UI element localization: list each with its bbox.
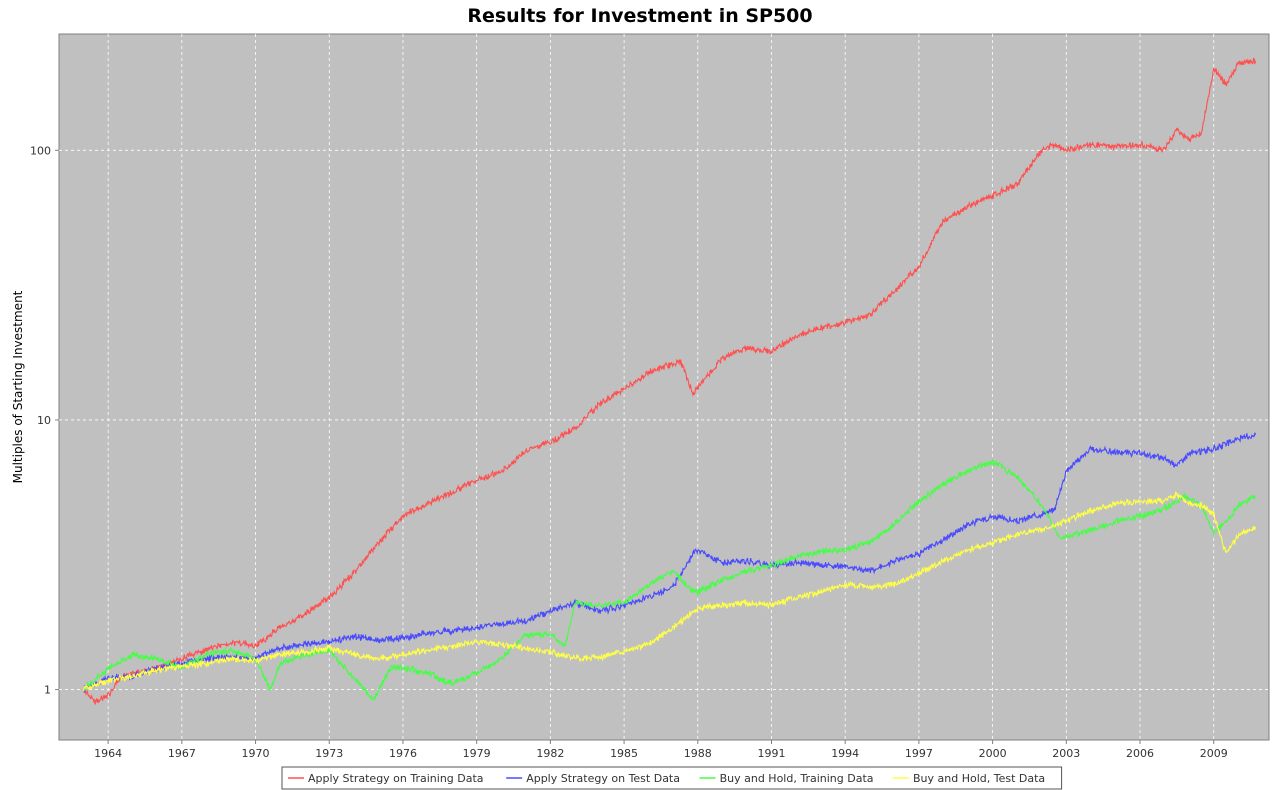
- x-tick-label: 1967: [168, 747, 196, 760]
- y-axis-label: Multiples of Starting Investment: [11, 290, 25, 483]
- series-line-2: [83, 432, 1257, 693]
- x-tick-label: 2003: [1052, 747, 1080, 760]
- series-line-1: [83, 57, 1257, 705]
- x-tick-label: 1976: [389, 747, 417, 760]
- x-axis: 1964 1967 1970 1973 1976 1979 1982 1985 1988 1991…: [94, 740, 1228, 760]
- y-tick-label: 1: [44, 684, 51, 697]
- y-tick-label: 100: [30, 144, 51, 157]
- legend-label-3: Buy and Hold, Training Data: [720, 772, 874, 785]
- y-axis: 1 10 100: [30, 144, 59, 697]
- x-tick-label: 1997: [905, 747, 933, 760]
- series-line-4: [83, 491, 1257, 692]
- chart-title: Results for Investment in SP500: [467, 5, 812, 27]
- x-tick-label: 1973: [315, 747, 343, 760]
- x-tick-label: 1979: [463, 747, 491, 760]
- x-tick-label: 1994: [831, 747, 859, 760]
- legend-label-4: Buy and Hold, Test Data: [913, 772, 1045, 785]
- x-tick-label: 1982: [536, 747, 564, 760]
- x-tick-label: 1991: [757, 747, 785, 760]
- x-tick-label: 1985: [610, 747, 638, 760]
- legend-label-2: Apply Strategy on Test Data: [526, 772, 680, 785]
- legend: Apply Strategy on Training Data Apply Str…: [281, 766, 1063, 790]
- legend-box: [281, 766, 1063, 790]
- x-tick-label: 1964: [94, 747, 122, 760]
- x-tick-label: 1970: [242, 747, 270, 760]
- x-tick-label: 2009: [1200, 747, 1228, 760]
- plot-background: [58, 33, 1270, 741]
- series-lines: [83, 57, 1257, 705]
- x-tick-label: 2000: [979, 747, 1007, 760]
- legend-label-1: Apply Strategy on Training Data: [308, 772, 484, 785]
- x-tick-label: 2006: [1126, 747, 1154, 760]
- x-tick-label: 1988: [684, 747, 712, 760]
- y-tick-label: 10: [37, 414, 51, 427]
- series-line-3: [83, 458, 1256, 701]
